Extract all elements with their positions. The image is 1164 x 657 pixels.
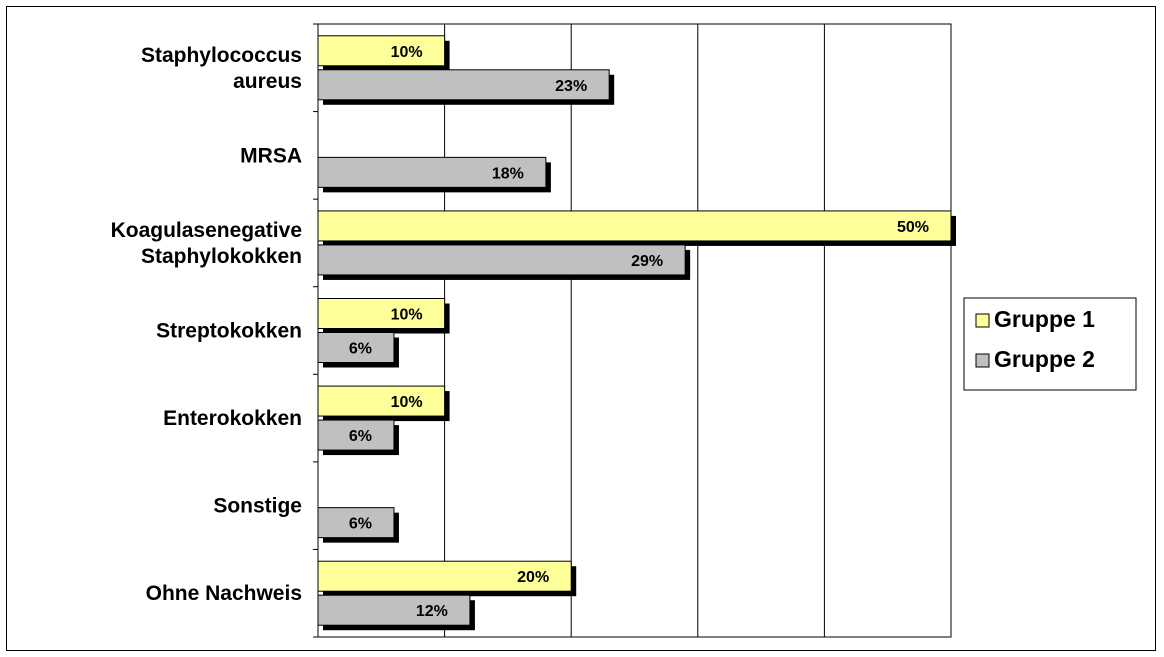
category-label: Staphylococcus (141, 44, 302, 67)
data-label: 6% (349, 428, 372, 445)
bars: 10% 23% 18% 50% 29% 10% 6% 10% 6% 6% 20% 12% (317, 35, 956, 631)
bar-gruppe-2 (317, 332, 395, 363)
data-label: 6% (349, 516, 372, 533)
data-label: 6% (349, 341, 372, 358)
category-label: Sonstige (213, 495, 302, 518)
legend-swatch (975, 353, 990, 368)
data-label: 20% (517, 569, 549, 586)
category-label: Koagulasenegative (111, 219, 302, 242)
bar-gruppe-1 (317, 560, 572, 592)
data-label: 29% (631, 253, 663, 270)
bar-gruppe-2 (317, 69, 610, 101)
legend-swatch (975, 313, 990, 328)
bar-gruppe-1 (317, 298, 446, 329)
category-label: Ohne Nachweis (146, 582, 302, 605)
bar-gruppe-1 (317, 385, 446, 417)
data-label: 10% (391, 307, 423, 324)
data-label: 18% (492, 165, 524, 182)
data-label: 10% (391, 44, 423, 61)
legend: Gruppe 1 Gruppe 2 (963, 297, 1137, 391)
category-label: Enterokokken (163, 407, 302, 430)
bar-gruppe-2 (317, 156, 547, 188)
legend-box (963, 297, 1137, 391)
bar-gruppe-2 (317, 244, 686, 276)
category-label: Staphylokokken (141, 245, 302, 268)
bar-gruppe-2 (317, 594, 471, 626)
bar-gruppe-2 (317, 419, 395, 451)
data-label: 10% (391, 394, 423, 411)
category-label: MRSA (240, 144, 302, 167)
legend-label: Gruppe 1 (994, 306, 1095, 332)
bar-gruppe-1 (317, 35, 446, 67)
data-label: 12% (416, 603, 448, 620)
legend-label: Gruppe 2 (994, 346, 1095, 372)
bar-gruppe-1 (317, 210, 952, 242)
category-label: Streptokokken (156, 320, 302, 343)
category-label: aureus (233, 70, 302, 93)
bar-gruppe-2 (317, 507, 395, 539)
category-labels: Staphylococcus aureus MRSA Koagulasenegativ… (111, 44, 302, 605)
data-label: 50% (897, 219, 929, 236)
data-label: 23% (555, 78, 587, 95)
